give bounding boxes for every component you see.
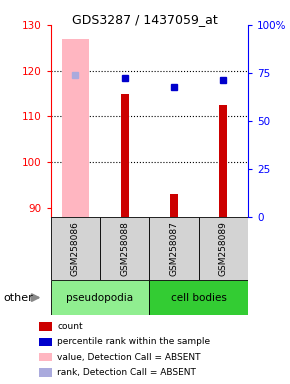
Bar (149, 217, 199, 280)
Text: pseudopodia: pseudopodia (66, 293, 134, 303)
Bar (39, 353, 52, 361)
Bar (39, 322, 52, 331)
Text: percentile rank within the sample: percentile rank within the sample (57, 337, 210, 346)
Bar (199, 217, 248, 280)
Text: value, Detection Call = ABSENT: value, Detection Call = ABSENT (57, 353, 201, 362)
Text: count: count (57, 322, 83, 331)
Text: cell bodies: cell bodies (171, 293, 226, 303)
Bar (219, 105, 227, 217)
Bar (39, 338, 52, 346)
Text: other: other (3, 293, 33, 303)
Bar (51, 217, 100, 280)
Text: GDS3287 / 1437059_at: GDS3287 / 1437059_at (72, 13, 218, 26)
Text: rank, Detection Call = ABSENT: rank, Detection Call = ABSENT (57, 368, 196, 377)
Bar (100, 217, 149, 280)
Text: GSM258089: GSM258089 (219, 221, 228, 276)
Text: GSM258088: GSM258088 (120, 221, 129, 276)
Bar (39, 368, 52, 377)
Bar (62, 39, 89, 217)
Bar (149, 280, 248, 315)
Bar (51, 280, 149, 315)
Text: GSM258086: GSM258086 (71, 221, 80, 276)
Bar (121, 94, 129, 217)
Bar (170, 194, 178, 217)
Text: GSM258087: GSM258087 (169, 221, 179, 276)
